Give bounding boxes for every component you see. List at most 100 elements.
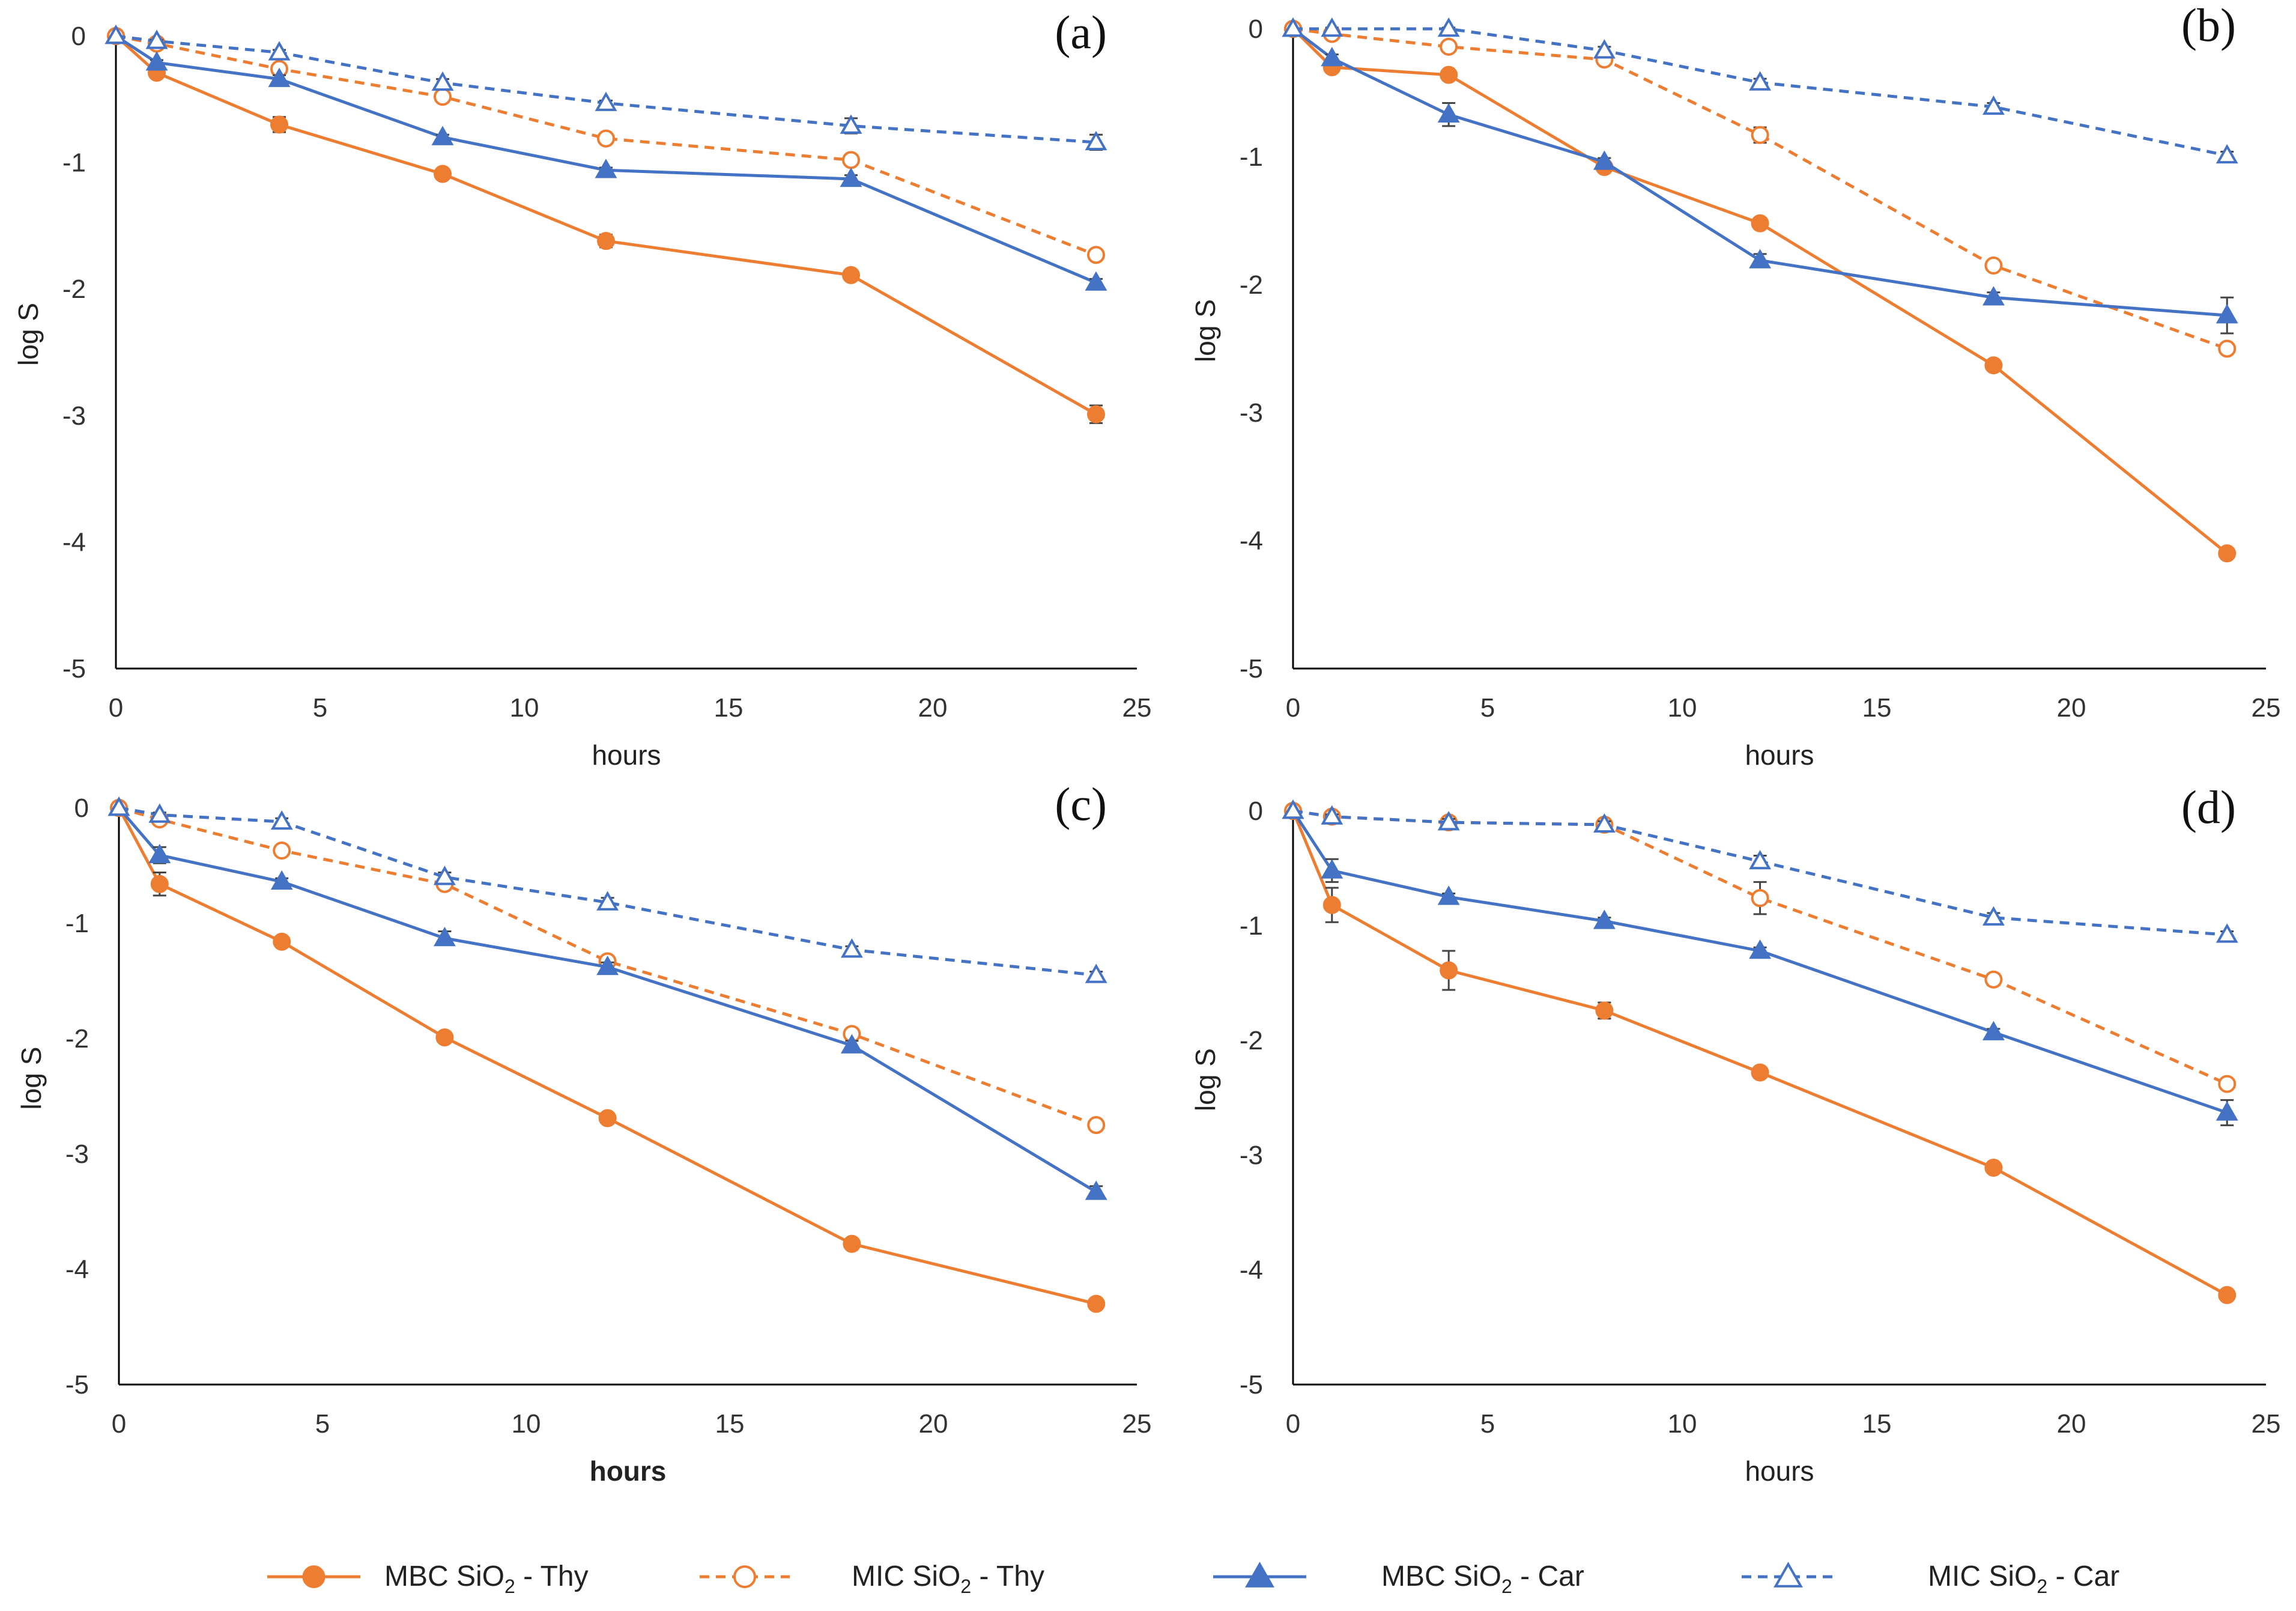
- data-point-mbc_car: [2216, 1101, 2238, 1121]
- data-point-mic_car: [1593, 39, 1616, 59]
- data-point-mic_thy: [1087, 246, 1105, 264]
- data-point-mbc_car: [1593, 150, 1616, 170]
- data-point-mbc_thy: [1440, 65, 1458, 84]
- x-tick-label-c: 10: [512, 1409, 541, 1439]
- data-point-mbc_thy: [2218, 544, 2237, 563]
- y-tick-label-a: -1: [62, 148, 86, 178]
- y-tick-label-a: -4: [62, 527, 86, 557]
- data-point-mbc_thy: [435, 1028, 454, 1047]
- legend-marker: [302, 1565, 326, 1588]
- data-point-mbc_thy: [1984, 356, 2003, 375]
- y-tick-label-c: -5: [65, 1370, 89, 1400]
- data-point-mic_thy: [1984, 970, 2003, 989]
- data-point-mbc_thy: [1087, 405, 1105, 423]
- series-mbc_car-d: [1282, 799, 2238, 1126]
- data-point-mic_car: [1437, 811, 1460, 831]
- x-tick-label-b: 10: [1668, 693, 1697, 723]
- legend-item-mic_thy: MIC SiO2 - Thy: [700, 1561, 1044, 1597]
- data-point-mic_thy: [1984, 256, 2003, 275]
- data-point-mbc_car: [270, 870, 293, 890]
- x-axis-title-d: hours: [1745, 1455, 1814, 1487]
- data-point-mbc_thy: [1595, 1001, 1614, 1020]
- legend-label: MIC SiO2 - Car: [1928, 1561, 2119, 1597]
- data-point-mbc_thy: [273, 932, 291, 951]
- y-tick-label-c: -4: [65, 1255, 89, 1284]
- data-point-mbc_thy: [843, 1234, 861, 1253]
- y-tick-label-a: -5: [62, 654, 86, 684]
- legend-item-mbc_thy: MBC SiO2 - Thy: [267, 1561, 589, 1597]
- data-point-mbc_thy: [1984, 1159, 2003, 1177]
- data-point-mic_thy: [434, 88, 452, 106]
- data-point-mic_car: [1282, 799, 1304, 819]
- series-line-mbc_thy: [117, 807, 1097, 1306]
- series-mic_car-b: [1282, 17, 2238, 164]
- data-point-mic_car: [431, 71, 454, 91]
- data-point-mic_thy: [2218, 339, 2237, 358]
- data-point-mic_car: [433, 866, 456, 885]
- y-tick-label-c: -3: [65, 1139, 89, 1169]
- data-point-mbc_thy: [842, 266, 860, 285]
- data-point-mic_car: [108, 796, 130, 816]
- data-point-mbc_car: [1321, 859, 1343, 879]
- x-tick-label-b: 20: [2057, 693, 2086, 723]
- data-point-mbc_car: [431, 126, 454, 145]
- x-axis-title-c: hours: [590, 1455, 667, 1487]
- data-point-mbc_car: [1749, 939, 1772, 959]
- data-point-mbc_car: [1085, 271, 1107, 291]
- y-tick-label-a: -3: [62, 401, 86, 431]
- data-point-mic_thy: [842, 151, 860, 169]
- y-tick-label-b: -1: [1240, 142, 1263, 172]
- data-point-mbc_thy: [2218, 1286, 2237, 1305]
- data-point-mic_car: [1982, 906, 2005, 926]
- x-tick-label-d: 20: [2057, 1409, 2086, 1439]
- data-point-mbc_car: [2216, 304, 2238, 324]
- panel-label-c: (c): [1055, 778, 1107, 830]
- series-mbc_thy-a: [107, 27, 1105, 424]
- data-point-mic_thy: [1440, 37, 1458, 56]
- y-tick-label-d: -4: [1240, 1255, 1263, 1285]
- data-point-mic_car: [1593, 813, 1616, 833]
- data-point-mbc_car: [268, 67, 291, 87]
- legend-marker: [733, 1565, 756, 1588]
- data-point-mic_thy: [2218, 1075, 2237, 1093]
- data-point-mic_car: [596, 891, 619, 911]
- x-tick-label-b: 5: [1480, 693, 1495, 723]
- series-mic_car-c: [108, 796, 1107, 983]
- data-point-mic_car: [270, 810, 293, 830]
- data-point-mic_car: [1085, 963, 1107, 983]
- series-line-mbc_car: [118, 807, 1097, 1194]
- data-point-mic_car: [1749, 71, 1772, 91]
- x-tick-label-b: 25: [2252, 693, 2281, 723]
- x-tick-label-c: 15: [715, 1409, 745, 1439]
- x-tick-label-a: 10: [510, 693, 539, 723]
- legend-marker: [1245, 1561, 1274, 1588]
- data-point-mic_car: [595, 91, 617, 111]
- y-tick-label-a: 0: [71, 22, 86, 51]
- x-tick-label-b: 0: [1286, 693, 1300, 723]
- legend-marker: [1773, 1561, 1803, 1588]
- y-axis-title-b: log S: [1190, 299, 1221, 362]
- legend-label: MBC SiO2 - Car: [1381, 1561, 1584, 1597]
- data-point-mic_car: [2216, 144, 2238, 164]
- y-tick-label-c: -1: [65, 909, 89, 938]
- x-tick-label-d: 15: [1862, 1409, 1892, 1439]
- panel-label-b: (b): [2181, 0, 2236, 51]
- data-point-mic_car: [1321, 17, 1343, 37]
- data-point-mbc_car: [1982, 1021, 2005, 1040]
- data-point-mic_car: [1749, 850, 1772, 870]
- data-point-mic_car: [1085, 130, 1107, 151]
- data-point-mbc_car: [1437, 103, 1460, 123]
- panel-label-d: (d): [2181, 781, 2236, 833]
- legend-item-mic_car: MIC SiO2 - Car: [1742, 1561, 2119, 1597]
- data-point-mbc_car: [1982, 286, 2005, 306]
- x-tick-label-c: 25: [1122, 1409, 1152, 1439]
- data-point-mic_car: [840, 114, 862, 134]
- y-tick-label-b: -3: [1240, 398, 1263, 428]
- data-point-mic_thy: [273, 842, 291, 860]
- data-point-mic_car: [148, 803, 171, 823]
- y-tick-label-b: -4: [1240, 526, 1263, 556]
- series-line-mic_car: [1292, 809, 2228, 936]
- x-tick-label-c: 5: [315, 1409, 330, 1439]
- series-mic_thy-a: [107, 27, 1105, 264]
- chart-panel-c: 0 -1 -2 -3 -4 -5 0 5 10 15 20 25 hours log S (c): [16, 778, 1151, 1487]
